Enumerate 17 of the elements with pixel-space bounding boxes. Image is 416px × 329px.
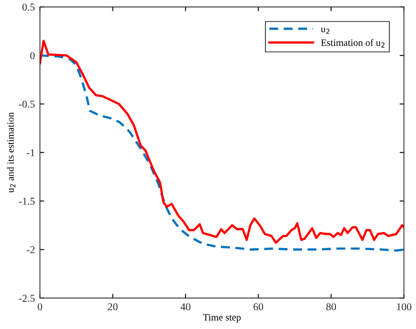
y-tick-label: 0.5 <box>22 4 35 11</box>
y-tick-label: 0 <box>30 52 35 60</box>
x-tick-label: 40 <box>180 303 190 310</box>
x-tick-label: 0 <box>38 303 42 310</box>
y-tick-label: -0.5 <box>18 100 35 108</box>
legend-label: u$_{2}$ <box>320 28 330 34</box>
y-tick-label: -2.5 <box>18 294 35 302</box>
x-tick-label: 100 <box>397 303 412 310</box>
x-tick-label: 60 <box>254 303 264 310</box>
y-axis-title: u$_{2}$ and its estimation <box>6 112 16 193</box>
x-tick-label: 80 <box>326 303 336 310</box>
legend-label: Estimation of u$_{2}$ <box>321 39 384 48</box>
x-tick-label: 20 <box>108 303 118 310</box>
y-tick-label: -2 <box>26 246 34 254</box>
x-axis-title: Time step <box>202 314 241 323</box>
y-tick-label: -1 <box>26 149 34 156</box>
y-tick-label: -1.5 <box>18 198 35 205</box>
